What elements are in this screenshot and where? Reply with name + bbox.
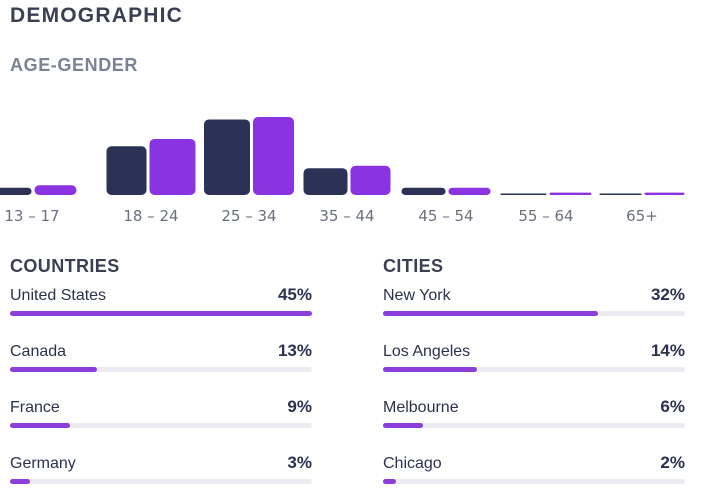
item-percent: 3% [287, 453, 312, 472]
countries-item: France 9% [10, 387, 312, 443]
progress-track [10, 311, 312, 316]
progress-fill [10, 479, 31, 484]
bar-dark-0 [0, 187, 32, 195]
progress-fill [10, 423, 71, 428]
progress-fill [383, 479, 397, 484]
item-name: France [10, 399, 60, 416]
progress-fill [383, 367, 477, 372]
progress-track [10, 367, 312, 372]
bar-dark-5 [500, 193, 547, 195]
cities-item: Chicago 2% [383, 443, 685, 499]
age-gender-title: AGE-GENDER [10, 55, 139, 75]
bar-purple-5 [549, 192, 592, 195]
progress-track [383, 479, 685, 484]
item-name: Chicago [383, 455, 442, 472]
x-tick-label: 65+ [626, 207, 658, 225]
x-tick-label: 25 – 34 [221, 207, 276, 225]
countries-item: Canada 13% [10, 331, 312, 387]
page-title: DEMOGRAPHIC [10, 4, 184, 27]
progress-track [383, 367, 685, 372]
cities-section: CITIES New York 32% Los Angeles 14% Melbourn… [383, 253, 685, 499]
x-tick-label: 35 – 44 [319, 207, 374, 225]
x-tick-label: 13 – 17 [4, 207, 59, 225]
bar-purple-0 [34, 185, 77, 195]
item-head: New York 32% [383, 275, 685, 305]
progress-fill [10, 311, 312, 316]
x-tick-label: 45 – 54 [418, 207, 473, 225]
age-gender-chart: 13 – 17 18 – 24 25 – 34 35 – 44 45 – 54 55 – … [0, 117, 685, 225]
item-head: Germany 3% [10, 443, 312, 473]
progress-fill [383, 423, 424, 428]
item-name: Germany [10, 455, 76, 472]
cities-item: New York 32% [383, 275, 685, 331]
item-head: Chicago 2% [383, 443, 685, 473]
item-percent: 32% [650, 285, 685, 304]
bar-dark-3 [303, 168, 348, 195]
progress-fill [383, 311, 598, 316]
item-percent: 14% [650, 341, 685, 360]
item-percent: 9% [287, 397, 312, 416]
item-name: Los Angeles [383, 343, 471, 360]
cities-item: Melbourne 6% [383, 387, 685, 443]
progress-track [10, 479, 312, 484]
item-name: Melbourne [383, 399, 459, 416]
bar-dark-2 [204, 119, 250, 195]
countries-item: United States 45% [10, 275, 312, 331]
progress-track [383, 423, 685, 428]
progress-track [383, 311, 685, 316]
bar-purple-2 [253, 117, 294, 195]
bar-purple-4 [448, 187, 491, 195]
bar-purple-3 [350, 165, 391, 195]
item-name: New York [383, 287, 451, 304]
progress-track [10, 423, 312, 428]
x-tick-label: 55 – 64 [518, 207, 573, 225]
cities-title: CITIES [383, 256, 444, 276]
countries-section: COUNTRIES United States 45% Canada 13% Franc… [10, 253, 312, 499]
countries-item: Germany 3% [10, 443, 312, 499]
item-head: Los Angeles 14% [383, 331, 685, 361]
bar-dark-1 [106, 146, 147, 195]
bar-purple-1 [149, 138, 196, 195]
item-head: United States 45% [10, 275, 312, 305]
item-head: France 9% [10, 387, 312, 417]
cities-list: New York 32% Los Angeles 14% Melbourne 6% Chic… [383, 275, 685, 499]
countries-list: United States 45% Canada 13% France 9% Germany… [10, 275, 312, 499]
bar-dark-6 [599, 193, 642, 195]
countries-title: COUNTRIES [10, 256, 120, 276]
progress-fill [10, 367, 98, 372]
item-percent: 2% [660, 453, 685, 472]
item-name: United States [10, 287, 107, 304]
item-head: Melbourne 6% [383, 387, 685, 417]
cities-item: Los Angeles 14% [383, 331, 685, 387]
item-percent: 13% [277, 341, 312, 360]
item-percent: 45% [277, 285, 312, 304]
item-name: Canada [10, 343, 67, 360]
item-percent: 6% [660, 397, 685, 416]
item-head: Canada 13% [10, 331, 312, 361]
bar-dark-4 [401, 187, 446, 195]
x-tick-label: 18 – 24 [123, 207, 178, 225]
bar-purple-6 [644, 192, 685, 195]
